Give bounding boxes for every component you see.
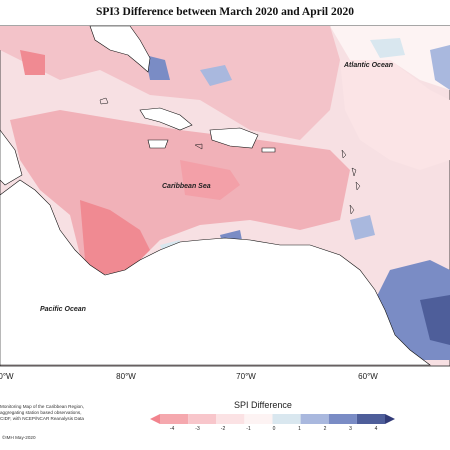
label-pacific: Pacific Ocean xyxy=(40,306,86,313)
legend-swatch xyxy=(244,414,273,424)
land xyxy=(0,25,431,366)
legend-swatch xyxy=(356,414,385,424)
lon-tick: 80°W xyxy=(116,372,136,381)
lon-tick: 70°W xyxy=(236,372,256,381)
legend-swatch xyxy=(160,414,189,424)
legend-swatch xyxy=(328,414,357,424)
label-caribbean: Caribbean Sea xyxy=(162,183,211,190)
legend-tick-label: 3 xyxy=(349,426,352,432)
legend-tick-label: 2 xyxy=(323,426,327,432)
legend-tick-label: 1 xyxy=(298,426,301,432)
legend-swatch xyxy=(272,414,301,424)
legend-title: SPI Difference xyxy=(234,400,292,410)
legend-swatch xyxy=(300,414,329,424)
map-title: SPI3 Difference between March 2020 and A… xyxy=(96,6,354,18)
lon-tick: 0°W xyxy=(0,372,14,381)
legend-tick-label: -3 xyxy=(195,426,200,432)
map-notes: Monitoring Map of the Caribbean Region, … xyxy=(0,404,110,423)
legend-tick-label: 4 xyxy=(374,426,378,432)
label-atlantic: Atlantic Ocean xyxy=(344,62,394,69)
legend-swatch xyxy=(216,414,245,424)
legend-arrow-left xyxy=(150,414,160,424)
legend-tick-label: -1 xyxy=(246,426,251,432)
legend-tick-label: -4 xyxy=(169,426,175,432)
note-line: CIDF, with NCEP/NCAR Reanalysis Data xyxy=(0,416,84,422)
legend-swatch xyxy=(188,414,217,424)
legend-arrow-right xyxy=(385,414,395,424)
spi-field xyxy=(0,26,450,360)
legend-colorbar xyxy=(150,414,395,424)
note-line: Monitoring Map of the Caribbean Region, xyxy=(0,404,85,409)
legend-tick-label: 0 xyxy=(272,426,276,432)
lon-tick: 60°W xyxy=(358,372,378,381)
copyright: ©IMH May-2020 xyxy=(2,435,36,440)
islands xyxy=(99,97,361,215)
legend-tick-label: -2 xyxy=(220,426,226,432)
note-line: aggregating station based observations, xyxy=(0,410,82,416)
